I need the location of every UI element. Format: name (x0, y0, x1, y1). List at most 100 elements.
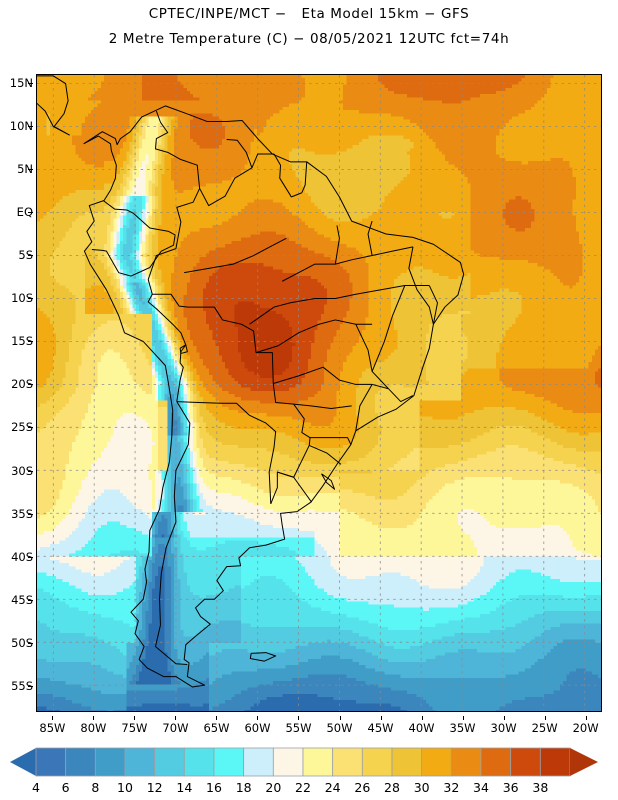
lon-tick-label: 30W (490, 721, 517, 735)
lon-tick-mark (298, 716, 300, 720)
lat-tick-mark (28, 168, 33, 170)
colorbar-tick-label: 4 (32, 780, 40, 795)
lon-tick-mark (380, 716, 382, 720)
lon-tick-mark (52, 716, 54, 720)
lat-tick-mark (28, 427, 33, 429)
colorbar-tick-label: 18 (235, 780, 252, 795)
colorbar-tick-label: 20 (265, 780, 282, 795)
colorbar-tick-label: 34 (473, 780, 489, 795)
colorbar-segment (391, 747, 423, 777)
lon-tick-label: 50W (326, 721, 353, 735)
lat-tick-label: 50S (11, 636, 33, 651)
lon-tick-label: 70W (162, 721, 189, 735)
colorbar-tick-label: 24 (324, 780, 341, 795)
lat-tick-label: 10S (11, 291, 33, 306)
lat-tick-mark (28, 341, 33, 343)
lon-tick-label: 35W (449, 721, 476, 735)
lat-tick-label: EQ (16, 204, 33, 219)
colorbar-segment (65, 747, 96, 777)
colorbar-tick-label: 12 (146, 780, 163, 795)
longitude-axis: 85W 80W 75W 70W 65W 60W 55W 50W 45W 40W 35W 30W 25W 2… (36, 716, 602, 736)
lat-tick-label: 45S (11, 592, 33, 607)
colorbar-tick-label: 38 (532, 780, 549, 795)
colorbar-tick-label: 36 (502, 780, 519, 795)
lon-tick-mark (585, 716, 587, 720)
lat-tick-mark (28, 470, 33, 472)
colorbar-tick-label: 16 (206, 780, 222, 795)
lon-tick-label: 55W (285, 721, 312, 735)
colorbar-segment (154, 747, 185, 777)
lon-tick-mark (462, 716, 464, 720)
colorbar-segment (183, 747, 215, 777)
lat-tick-mark (28, 255, 33, 257)
lat-tick-label: 15S (11, 334, 33, 349)
colorbar-over-arrow (570, 748, 598, 776)
lat-tick-label: 5S (18, 248, 33, 263)
lon-tick-label: 25W (531, 721, 558, 735)
lon-tick-mark (544, 716, 546, 720)
colorbar-tick-label: 26 (354, 780, 371, 795)
lon-tick-label: 20W (572, 721, 599, 735)
colorbar-segment (243, 747, 274, 777)
lat-tick-mark (28, 686, 33, 688)
map-canvas (37, 75, 601, 711)
colorbar-tick-label: 14 (176, 780, 193, 795)
colorbar-segment (124, 747, 156, 777)
lon-tick-mark (93, 716, 95, 720)
lon-tick-label: 75W (121, 721, 148, 735)
lat-tick-mark (28, 556, 33, 558)
lon-tick-mark (339, 716, 341, 720)
lon-tick-mark (216, 716, 218, 720)
lon-tick-label: 60W (244, 721, 271, 735)
colorbar-tick-label: 28 (384, 780, 400, 795)
lat-tick-mark (28, 384, 33, 386)
colorbar-segment (421, 747, 452, 777)
lat-tick-label: 25S (11, 420, 33, 435)
colorbar-tick-label: 32 (443, 780, 460, 795)
colorbar[interactable]: 4 6 8 10 12 14 16 18 20 22 24 26 28 30 32 34 36 38 (0, 744, 618, 796)
colorbar-tick-label: 6 (61, 780, 70, 795)
colorbar-segment (213, 747, 245, 777)
lon-tick-label: 45W (367, 721, 394, 735)
lat-tick-label: 30S (11, 463, 33, 478)
colorbar-segment (361, 747, 393, 777)
lon-tick-mark (257, 716, 259, 720)
colorbar-segment (539, 747, 571, 777)
lat-tick-label: 40S (11, 549, 33, 564)
colorbar-segment (35, 747, 67, 777)
lat-tick-label: 10N (9, 118, 33, 133)
colorbar-swatches (10, 747, 598, 777)
lat-tick-label: 15N (9, 75, 33, 90)
colorbar-tick-labels: 4 6 8 10 12 14 16 18 20 22 24 26 28 30 32 34 36 38 (0, 780, 618, 798)
colorbar-segment (510, 747, 541, 777)
lon-tick-label: 85W (39, 721, 66, 735)
colorbar-segment (450, 747, 482, 777)
page-subtitle: 2 Metre Temperature (C) − 08/05/2021 12U… (108, 31, 510, 47)
lat-tick-mark (28, 125, 33, 127)
page-title: CPTEC/INPE/MCT − Eta Model 15km − GFS (148, 6, 470, 22)
lat-tick-mark (28, 599, 33, 601)
colorbar-segment (332, 747, 363, 777)
colorbar-segment (94, 747, 126, 777)
latitude-axis: 15N 10N 5N EQ 5S 10S 15S 20S 25S 30S 35S 40S 45S 50S 5… (0, 74, 33, 712)
lat-tick-mark (28, 513, 33, 515)
lon-tick-label: 40W (408, 721, 435, 735)
colorbar-tick-label: 10 (117, 780, 133, 795)
colorbar-tick-label: 30 (413, 780, 430, 795)
lat-tick-mark (28, 211, 33, 213)
lat-tick-label: 20S (11, 377, 33, 392)
lon-tick-mark (134, 716, 136, 720)
lon-tick-label: 65W (203, 721, 230, 735)
lon-tick-mark (421, 716, 423, 720)
lat-tick-mark (28, 298, 33, 300)
colorbar-segment (272, 747, 304, 777)
lat-tick-mark (28, 643, 33, 645)
temperature-map[interactable] (36, 74, 602, 712)
lat-tick-label: 35S (11, 506, 33, 521)
lat-tick-label: 55S (11, 679, 33, 694)
lat-tick-label: 5N (17, 161, 33, 176)
colorbar-under-arrow (10, 748, 36, 776)
colorbar-segment (480, 747, 512, 777)
lon-tick-mark (175, 716, 177, 720)
lat-tick-mark (28, 82, 33, 84)
